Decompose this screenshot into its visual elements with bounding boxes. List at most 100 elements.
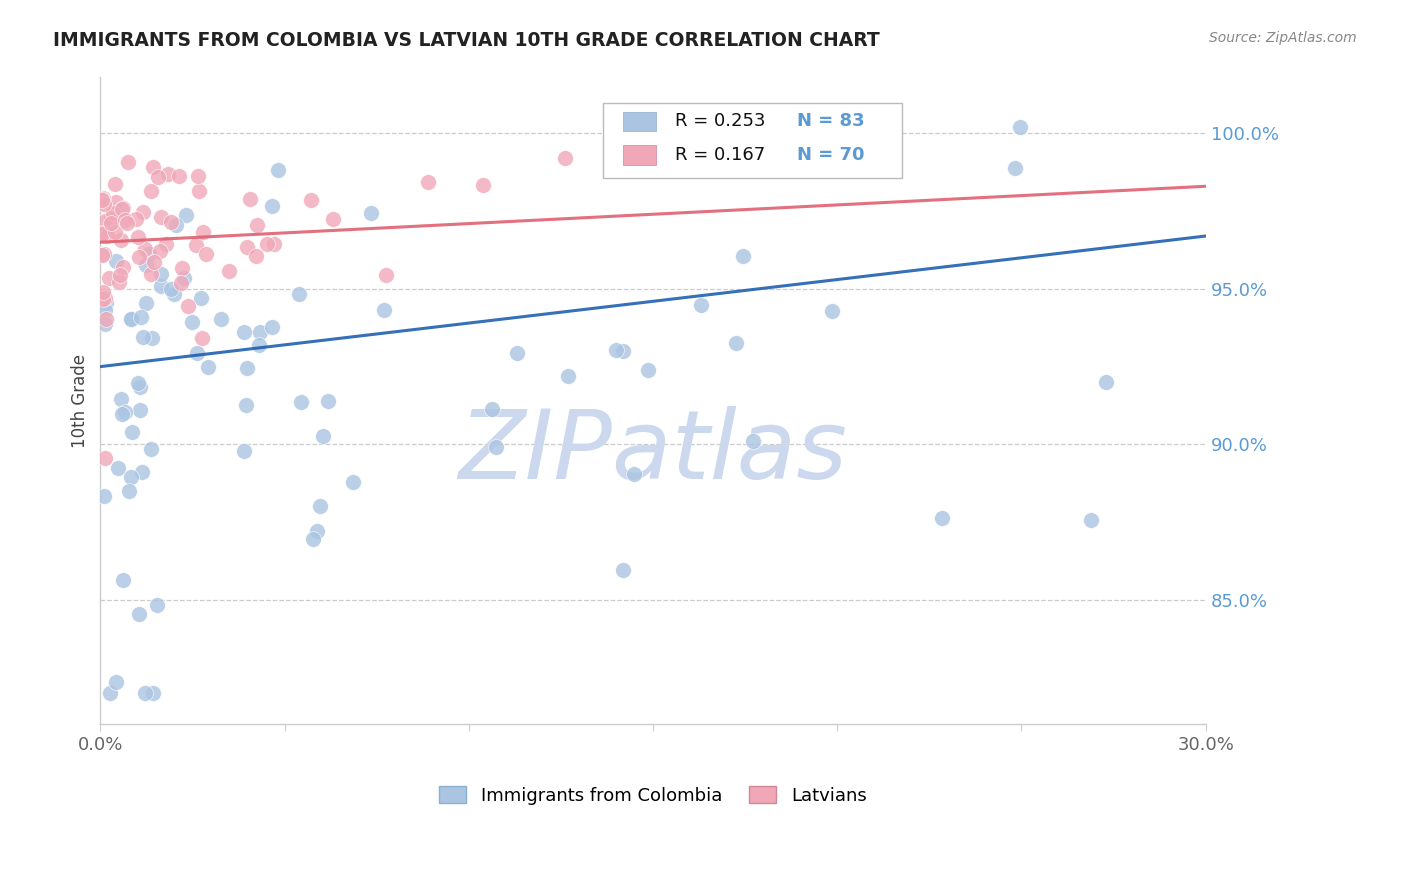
Point: [931, 510, 953, 524]
Point: [342, 475, 364, 489]
Point: [104, 225, 127, 239]
Point: [127, 230, 149, 244]
Point: [131, 466, 153, 480]
Point: [637, 363, 659, 377]
Point: [557, 369, 579, 384]
Point: [165, 218, 187, 232]
Point: [247, 337, 270, 351]
Point: [1010, 120, 1032, 135]
Point: [312, 428, 335, 442]
Point: [111, 201, 134, 215]
Point: [114, 405, 136, 419]
Point: [232, 325, 254, 339]
Point: [288, 286, 311, 301]
Point: [246, 218, 269, 232]
Point: [605, 343, 627, 357]
Point: [93, 489, 115, 503]
Point: [97, 270, 120, 285]
Point: [1004, 161, 1026, 176]
Point: [110, 392, 132, 407]
Point: [302, 532, 325, 546]
Point: [104, 674, 127, 689]
Text: R = 0.167: R = 0.167: [675, 146, 765, 164]
Point: [322, 212, 344, 227]
Point: [111, 574, 134, 588]
Point: [233, 444, 256, 458]
Point: [132, 205, 155, 219]
Point: [100, 216, 122, 230]
Text: N = 70: N = 70: [797, 146, 865, 164]
Point: [177, 299, 200, 313]
Point: [256, 237, 278, 252]
Point: [125, 211, 148, 226]
Point: [190, 291, 212, 305]
Point: [160, 282, 183, 296]
Point: [111, 407, 134, 421]
Point: [141, 331, 163, 345]
Point: [104, 194, 127, 209]
Point: [108, 275, 131, 289]
Point: [145, 599, 167, 613]
Point: [107, 461, 129, 475]
Point: [91, 191, 114, 205]
Point: [142, 254, 165, 268]
Point: [148, 169, 170, 184]
Point: [150, 279, 173, 293]
Point: [472, 178, 495, 192]
Point: [112, 260, 135, 274]
Point: [142, 160, 165, 174]
Point: [174, 208, 197, 222]
Point: [172, 261, 194, 276]
Point: [155, 237, 177, 252]
Point: [160, 215, 183, 229]
Point: [318, 393, 340, 408]
Point: [150, 267, 173, 281]
Y-axis label: 10th Grade: 10th Grade: [72, 354, 89, 448]
Point: [91, 248, 114, 262]
Point: [187, 169, 209, 183]
FancyBboxPatch shape: [603, 103, 901, 178]
Point: [93, 285, 115, 299]
Point: [262, 199, 284, 213]
Point: [94, 451, 117, 466]
Point: [94, 311, 117, 326]
Point: [1095, 375, 1118, 389]
Point: [170, 277, 193, 291]
Point: [239, 192, 262, 206]
Point: [91, 227, 114, 241]
Point: [98, 686, 121, 700]
Point: [191, 331, 214, 345]
Point: [485, 441, 508, 455]
Point: [94, 223, 117, 237]
Point: [742, 434, 765, 449]
Point: [299, 194, 322, 208]
Point: [120, 311, 142, 326]
Point: [129, 310, 152, 324]
Point: [236, 361, 259, 376]
Point: [118, 484, 141, 499]
Point: [360, 205, 382, 219]
Point: [733, 249, 755, 263]
Point: [714, 152, 737, 166]
Point: [105, 254, 128, 268]
Point: [100, 211, 122, 226]
Text: ZIPatlas: ZIPatlas: [458, 406, 848, 499]
Point: [96, 228, 118, 243]
Point: [821, 304, 844, 318]
Point: [94, 317, 117, 331]
Point: [103, 206, 125, 220]
Point: [139, 442, 162, 456]
Point: [141, 184, 163, 198]
Point: [612, 343, 634, 358]
Point: [374, 268, 396, 282]
Point: [93, 214, 115, 228]
Point: [110, 233, 132, 247]
Point: [110, 268, 132, 282]
Point: [91, 292, 114, 306]
Point: [218, 264, 240, 278]
Point: [167, 169, 190, 183]
Point: [121, 425, 143, 440]
Point: [373, 303, 395, 318]
Point: [209, 312, 232, 326]
Point: [135, 258, 157, 272]
